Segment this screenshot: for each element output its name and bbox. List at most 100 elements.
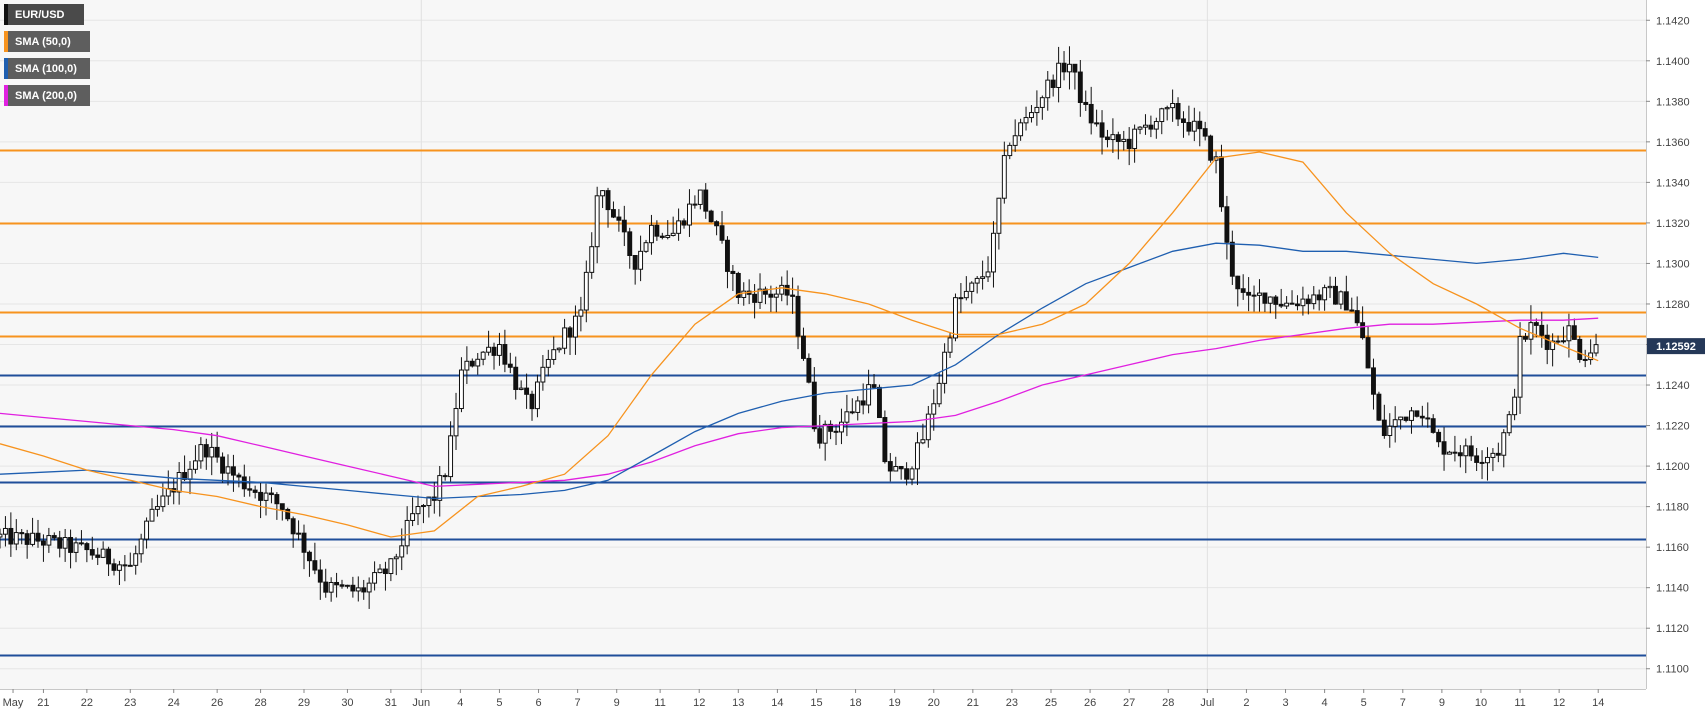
candle-body bbox=[263, 492, 269, 501]
candle-body bbox=[388, 558, 394, 575]
candle-body bbox=[730, 270, 736, 274]
candle-body bbox=[1555, 340, 1561, 343]
candle-body bbox=[969, 282, 975, 292]
candle-body bbox=[784, 284, 790, 296]
candle-body bbox=[692, 203, 698, 206]
candle-body bbox=[1197, 120, 1203, 130]
candle-body bbox=[420, 505, 426, 508]
candle-body bbox=[572, 315, 578, 338]
candle-body bbox=[1485, 456, 1490, 464]
legend: EUR/USD SMA (50,0) SMA (100,0) SMA (200,… bbox=[4, 4, 90, 106]
candle-body bbox=[106, 548, 112, 565]
candle-body bbox=[334, 581, 340, 586]
candle-body bbox=[513, 366, 519, 390]
legend-label-sma200: SMA (200,0) bbox=[15, 89, 77, 102]
candle-body bbox=[1072, 63, 1078, 73]
candle-body bbox=[95, 554, 101, 558]
y-tick-label: 1.1360 bbox=[1656, 137, 1690, 149]
legend-item-sma50[interactable]: SMA (50,0) bbox=[4, 31, 90, 52]
candle-body bbox=[768, 293, 774, 298]
candle-body bbox=[1490, 452, 1496, 458]
candle-body bbox=[915, 442, 920, 470]
candle-body bbox=[464, 360, 470, 371]
candle-body bbox=[236, 474, 242, 478]
candle-body bbox=[1088, 103, 1094, 124]
x-tick-label: 19 bbox=[889, 697, 901, 709]
legend-item-price[interactable]: EUR/USD bbox=[4, 4, 84, 25]
x-tick-label: 28 bbox=[254, 697, 266, 709]
candle-body bbox=[1398, 416, 1404, 421]
candle-body bbox=[567, 327, 573, 338]
x-tick-label: 5 bbox=[1361, 697, 1367, 709]
candle-body bbox=[654, 224, 660, 237]
candle-body bbox=[1284, 302, 1290, 307]
x-tick-label: 26 bbox=[211, 697, 223, 709]
x-tick-label: 15 bbox=[810, 697, 822, 709]
candle-body bbox=[648, 224, 654, 244]
candle-body bbox=[1289, 302, 1295, 305]
candle-body bbox=[686, 203, 692, 226]
x-tick-label: 7 bbox=[1400, 697, 1406, 709]
x-tick-label: 2 bbox=[1243, 697, 1249, 709]
candle-body bbox=[1170, 102, 1176, 109]
candle-body bbox=[1409, 410, 1414, 421]
candle-body bbox=[638, 250, 644, 270]
x-tick-label: 29 bbox=[298, 697, 310, 709]
candle-body bbox=[632, 254, 638, 270]
y-tick-label: 1.1220 bbox=[1656, 421, 1690, 433]
candle-body bbox=[30, 532, 36, 545]
candle-body bbox=[1365, 337, 1371, 369]
candle-body bbox=[811, 381, 817, 430]
candle-body bbox=[1376, 393, 1382, 421]
candle-body bbox=[1343, 291, 1349, 311]
candle-body bbox=[551, 349, 557, 360]
candle-body bbox=[697, 189, 703, 205]
candle-body bbox=[1257, 292, 1262, 296]
candle-body bbox=[1164, 107, 1170, 110]
y-tick-label: 1.1200 bbox=[1656, 461, 1690, 473]
candle-body bbox=[931, 403, 937, 415]
candle-body bbox=[871, 384, 877, 388]
candle-body bbox=[1061, 62, 1067, 73]
candle-body bbox=[882, 417, 888, 463]
candle-body bbox=[1105, 136, 1110, 141]
candle-body bbox=[138, 538, 144, 555]
horizontal-levels bbox=[0, 149, 1646, 657]
candle-body bbox=[763, 288, 768, 295]
x-tick-label: 20 bbox=[928, 697, 940, 709]
candle-body bbox=[1273, 296, 1279, 305]
candle-body bbox=[1067, 63, 1072, 73]
sma50-line bbox=[0, 151, 1599, 538]
candle-body bbox=[1267, 296, 1273, 304]
candle-body bbox=[1523, 336, 1528, 340]
candle-body bbox=[84, 543, 90, 551]
candle-body bbox=[545, 358, 551, 368]
candle-body bbox=[1430, 418, 1436, 433]
x-tick-label: 18 bbox=[849, 697, 861, 709]
candle-body bbox=[757, 288, 763, 303]
candle-body bbox=[290, 518, 296, 535]
candle-body bbox=[1153, 121, 1159, 130]
candle-body bbox=[1224, 206, 1230, 243]
candle-body bbox=[426, 496, 432, 507]
candle-body bbox=[659, 235, 665, 238]
candle-body bbox=[985, 271, 991, 278]
candle-body bbox=[735, 272, 741, 298]
candle-body bbox=[676, 220, 682, 234]
candle-body bbox=[1414, 410, 1420, 417]
candle-body bbox=[1495, 452, 1501, 456]
candle-body bbox=[1039, 97, 1045, 108]
candle-body bbox=[410, 513, 416, 521]
candle-body bbox=[1501, 432, 1507, 456]
x-tick-label: 12 bbox=[1553, 697, 1565, 709]
candle-body bbox=[1474, 455, 1480, 463]
legend-item-sma200[interactable]: SMA (200,0) bbox=[4, 85, 90, 106]
candle-body bbox=[974, 277, 980, 284]
legend-item-sma100[interactable]: SMA (100,0) bbox=[4, 58, 90, 79]
candle-body bbox=[855, 400, 861, 413]
legend-swatch-price bbox=[4, 4, 8, 25]
candle-body bbox=[475, 358, 481, 367]
candle-body bbox=[68, 537, 74, 553]
candle-body bbox=[122, 564, 128, 567]
candle-body bbox=[1077, 71, 1083, 103]
